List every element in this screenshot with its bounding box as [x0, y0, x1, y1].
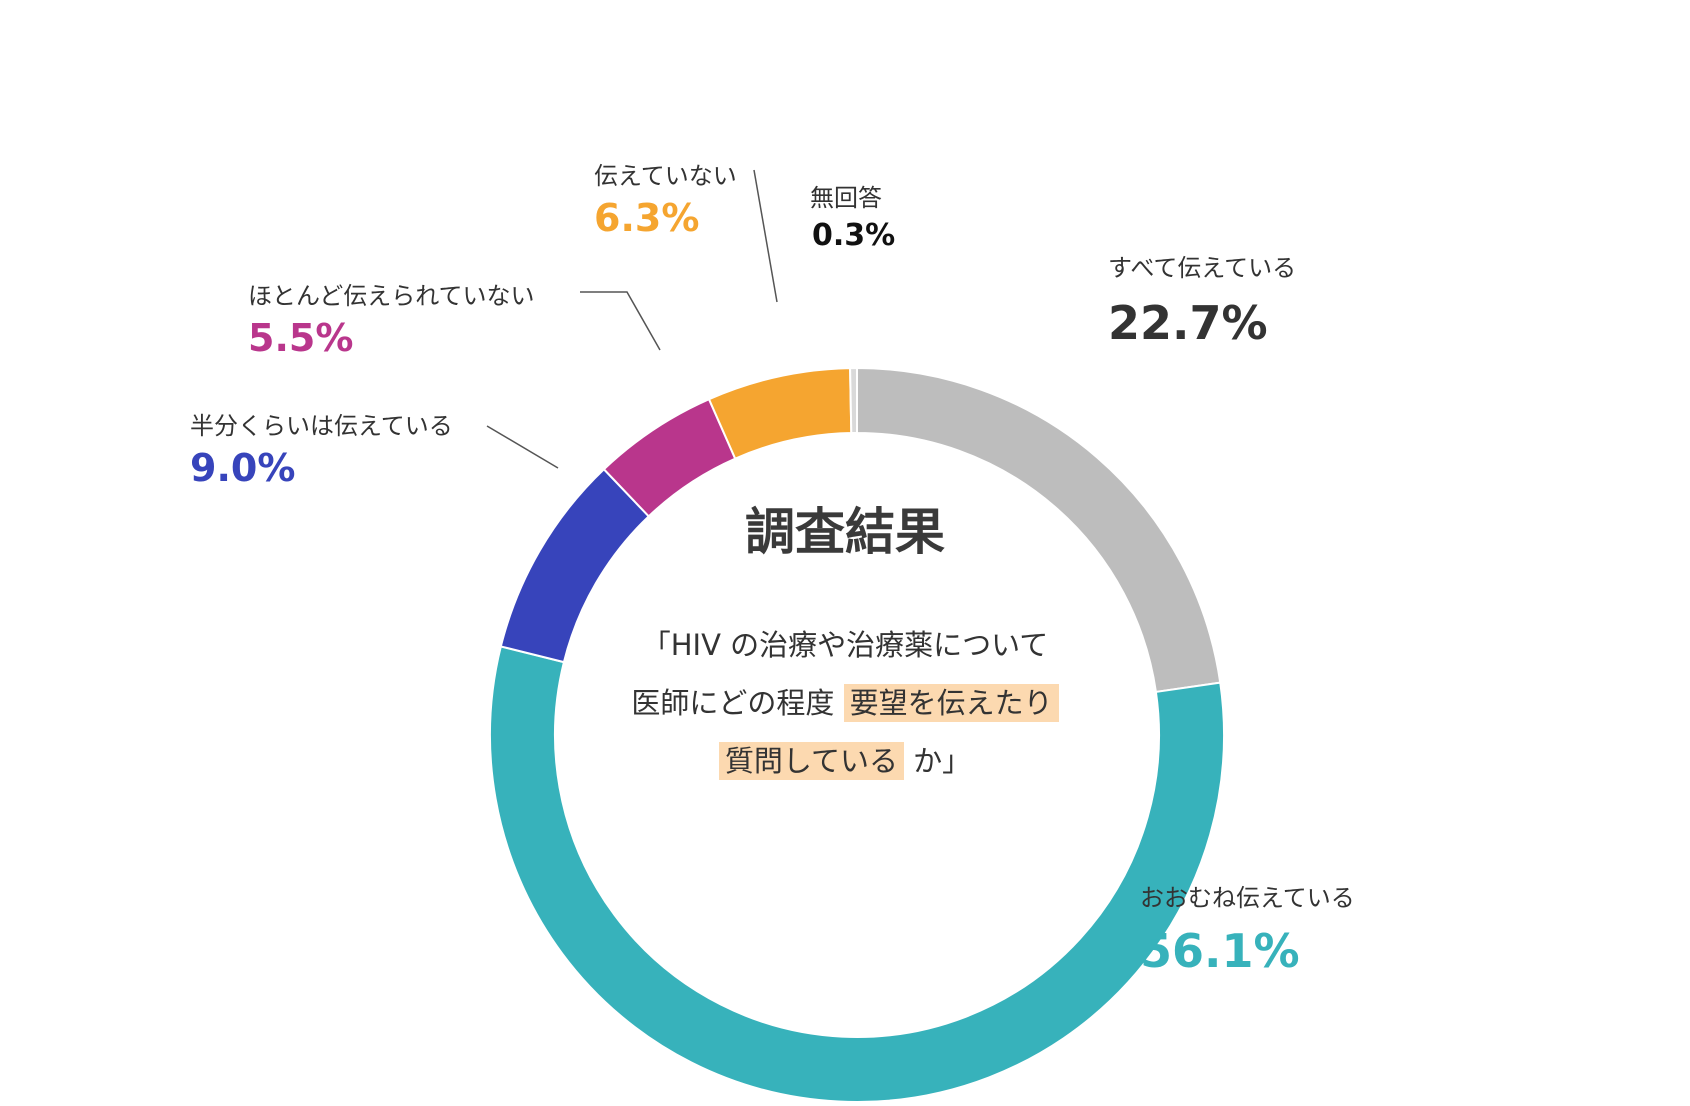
label-value-3: 5.5% [248, 316, 354, 360]
donut-slice-4 [707, 367, 853, 460]
chart-title: 調査結果 [745, 503, 945, 561]
label-value-5: 0.3% [812, 218, 896, 253]
label-value-0: 22.7% [1108, 296, 1268, 350]
question-highlight-2: 質問している [718, 742, 904, 780]
leader-line-3 [580, 291, 661, 351]
question-highlight-1: 要望を伝えたり [843, 684, 1059, 722]
question-text-1: 「HIV の治療や治療薬について [641, 628, 1049, 662]
label-value-1: 56.1% [1140, 924, 1300, 978]
question-line-3: 質問している か」 [0, 738, 1690, 780]
label-category-5: 無回答 [810, 184, 882, 212]
label-category-2: 半分くらいは伝えている [190, 412, 453, 440]
label-value-2: 9.0% [190, 446, 296, 490]
question-text-3-plain: か」 [913, 744, 972, 778]
question-line-1: 「HIV の治療や治療薬について [0, 622, 1690, 664]
label-category-4: 伝えていない [594, 162, 737, 190]
question-line-2: 医師にどの程度 要望を伝えたり [0, 680, 1690, 722]
leader-line-4 [753, 169, 778, 303]
donut-slice-1 [489, 645, 1225, 1103]
label-category-0: すべて伝えている [1108, 254, 1297, 282]
label-category-3: ほとんど伝えられていない [248, 282, 535, 310]
leader-line-2 [486, 425, 559, 469]
label-value-4: 6.3% [594, 196, 700, 240]
label-category-1: おおむね伝えている [1140, 884, 1355, 912]
question-text-2-plain: 医師にどの程度 [631, 686, 835, 720]
donut-slice-5 [849, 366, 858, 435]
